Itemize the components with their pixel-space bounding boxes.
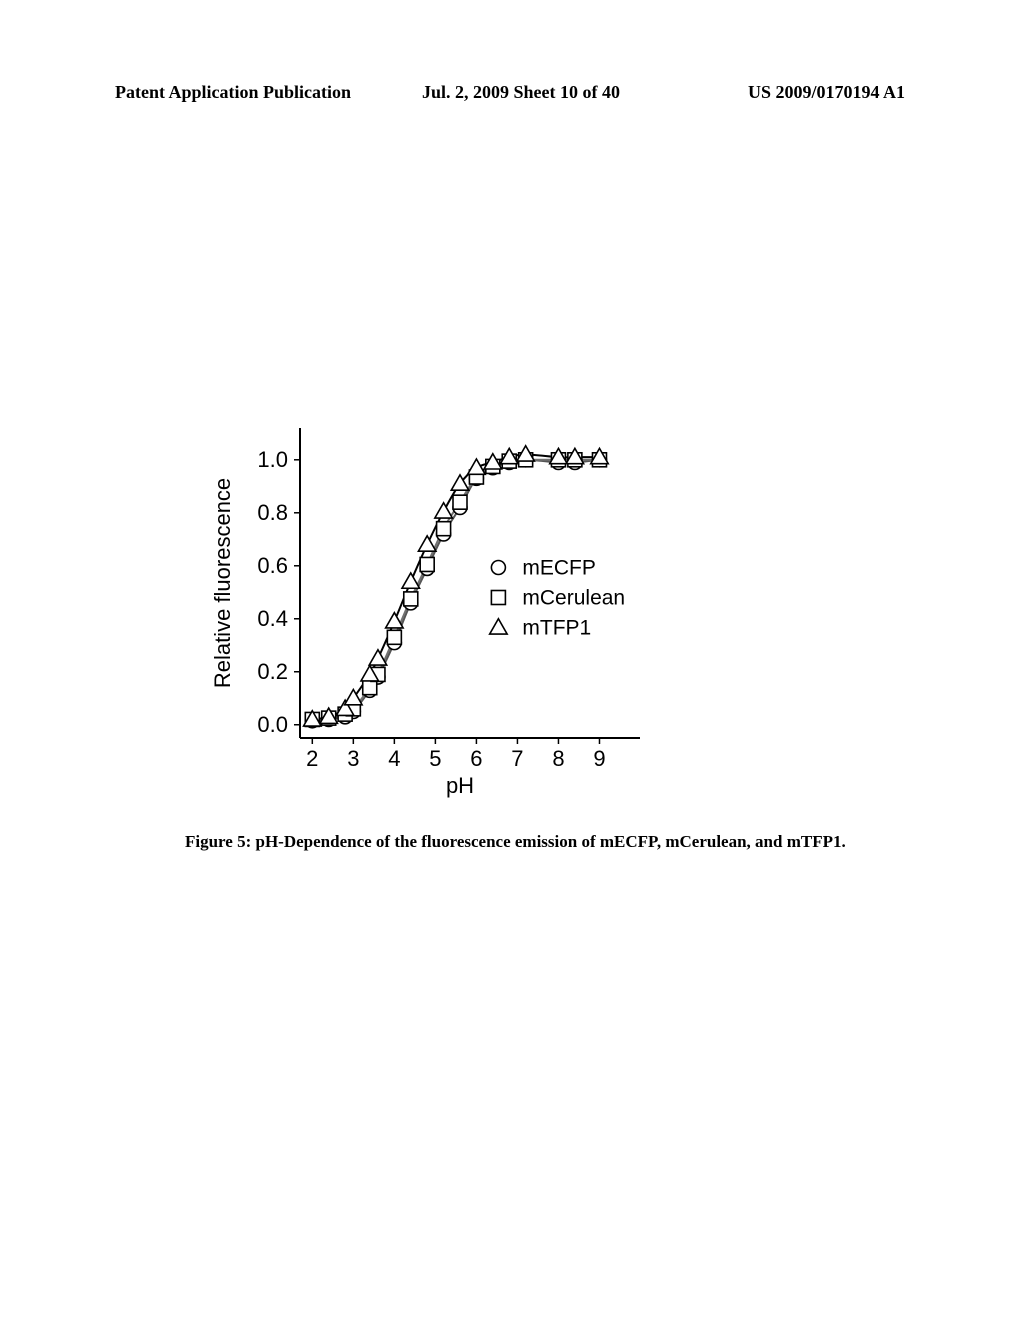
svg-text:mECFP: mECFP — [522, 557, 596, 580]
svg-text:0.0: 0.0 — [257, 712, 288, 737]
svg-text:pH: pH — [446, 773, 474, 798]
svg-text:0.8: 0.8 — [257, 500, 288, 525]
svg-text:mTFP1: mTFP1 — [522, 617, 591, 640]
svg-text:0.2: 0.2 — [257, 659, 288, 684]
svg-text:8: 8 — [552, 746, 564, 771]
header-center: Jul. 2, 2009 Sheet 10 of 40 — [422, 82, 620, 103]
ph-dependence-chart: 0.0 0.2 0.4 0.6 0.8 1.0 2 3 4 5 6 7 8 9 pH Relative flu… — [200, 418, 820, 798]
svg-text:7: 7 — [511, 746, 523, 771]
svg-text:6: 6 — [470, 746, 482, 771]
figure-caption: Figure 5: pH-Dependence of the fluoresce… — [185, 832, 885, 852]
svg-text:9: 9 — [593, 746, 605, 771]
svg-text:2: 2 — [306, 746, 318, 771]
svg-text:4: 4 — [388, 746, 400, 771]
header-right: US 2009/0170194 A1 — [748, 82, 905, 103]
chart-svg: 0.0 0.2 0.4 0.6 0.8 1.0 2 3 4 5 6 7 8 9 pH Relative flu… — [200, 418, 820, 798]
svg-text:5: 5 — [429, 746, 441, 771]
header-left: Patent Application Publication — [115, 82, 351, 103]
svg-text:0.4: 0.4 — [257, 606, 288, 631]
svg-text:0.6: 0.6 — [257, 553, 288, 578]
svg-text:Relative fluorescence: Relative fluorescence — [210, 478, 235, 688]
svg-text:3: 3 — [347, 746, 359, 771]
svg-text:mCerulean: mCerulean — [522, 587, 625, 610]
svg-text:1.0: 1.0 — [257, 447, 288, 472]
